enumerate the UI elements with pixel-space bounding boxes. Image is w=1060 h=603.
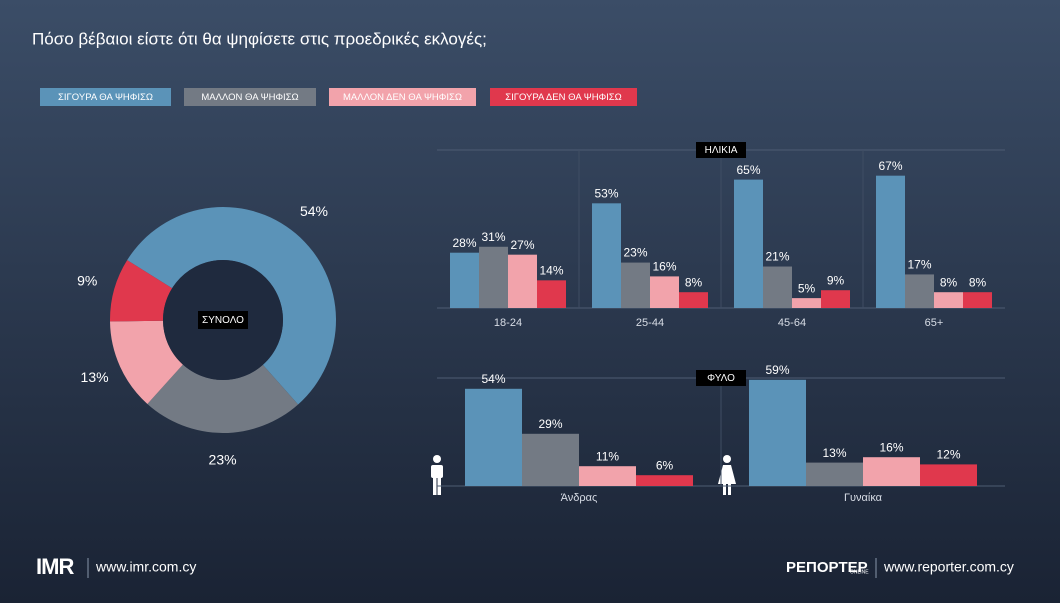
bar: [863, 457, 920, 486]
bar: [934, 292, 963, 308]
bar: [792, 298, 821, 308]
value-label: 21%: [765, 250, 789, 264]
value-label: 8%: [940, 275, 958, 289]
chart-title-box: [696, 142, 746, 158]
value-label: 16%: [879, 440, 903, 454]
donut-segment: [127, 207, 336, 405]
legend-swatch: [40, 88, 171, 106]
reporter-logo-sub: ONLINE: [850, 569, 869, 575]
value-label: 54%: [481, 372, 505, 386]
bar: [592, 203, 621, 308]
bar: [579, 466, 636, 486]
value-label: 67%: [878, 159, 902, 173]
legend-label: ΣΙΓΟΥΡΑ ΔΕΝ ΘΑ ΨΗΦΙΣΩ: [505, 92, 622, 103]
bar: [763, 266, 792, 308]
legend-swatch: [490, 88, 637, 106]
value-label: 28%: [452, 236, 476, 250]
value-label: 29%: [538, 417, 562, 431]
center-label-box: [198, 311, 248, 329]
value-label: 13%: [822, 446, 846, 460]
value-label: 23%: [623, 246, 647, 260]
value-label: 65%: [736, 163, 760, 177]
bar: [450, 252, 479, 308]
value-label: 9%: [77, 273, 97, 289]
woman-icon: [718, 455, 736, 495]
bar: [806, 462, 863, 486]
bar: [734, 179, 763, 308]
x-tick-label: 18-24: [494, 317, 522, 329]
page-title: Πόσο βέβαιοι είστε ότι θα ψηφίσετε στις …: [32, 29, 487, 48]
value-label: 17%: [907, 258, 931, 272]
bar: [920, 464, 977, 486]
legend-swatch: [184, 88, 316, 106]
x-tick-label: Γυναίκα: [844, 492, 883, 504]
center-label: ΣΥΝΟΛΟ: [202, 315, 244, 326]
value-label: 8%: [685, 275, 703, 289]
donut-segment: [147, 364, 299, 434]
bar: [963, 292, 992, 308]
value-label: 6%: [656, 458, 674, 472]
value-label: 53%: [594, 186, 618, 200]
value-label: 11%: [596, 449, 619, 463]
value-label: 16%: [652, 260, 676, 274]
bar: [621, 262, 650, 308]
value-label: 59%: [765, 363, 789, 377]
imr-logo: IMR: [36, 554, 74, 579]
chart-title: ΗΛΙΚΙΑ: [705, 145, 738, 156]
bar: [905, 274, 934, 308]
legend-label: ΜΑΛΛΟΝ ΔΕΝ ΘΑ ΨΗΦΙΣΩ: [343, 92, 462, 103]
bar: [522, 433, 579, 486]
x-tick-label: 25-44: [636, 317, 664, 329]
value-label: 54%: [300, 203, 328, 219]
bar: [479, 246, 508, 308]
bar: [749, 379, 806, 486]
legend-label: ΜΑΛΛΟΝ ΘΑ ΨΗΦΙΣΩ: [201, 92, 298, 103]
value-label: 14%: [539, 264, 563, 278]
bar: [508, 254, 537, 308]
bar: [679, 292, 708, 308]
value-label: 27%: [510, 238, 534, 252]
chart-title-box: [696, 370, 746, 386]
value-label: 9%: [827, 273, 845, 287]
x-tick-label: Άνδρας: [561, 492, 598, 504]
imr-url: www.imr.com.cy: [95, 559, 196, 575]
bar: [465, 388, 522, 486]
chart-title: ΦΥΛΟ: [707, 373, 735, 384]
value-label: 12%: [936, 448, 960, 462]
x-tick-label: 45-64: [778, 317, 806, 329]
bar: [636, 475, 693, 486]
reporter-url: www.reporter.com.cy: [883, 559, 1014, 575]
value-label: 5%: [798, 281, 816, 295]
donut-segment: [110, 320, 183, 404]
x-tick-label: 65+: [925, 317, 944, 329]
value-label: 8%: [969, 275, 987, 289]
value-label: 23%: [209, 452, 237, 468]
legend-label: ΣΙΓΟΥΡΑ ΘΑ ΨΗΦΙΣΩ: [58, 92, 153, 103]
value-label: 13%: [81, 369, 109, 385]
reporter-logo: ΡΕΠΟΡΤΕΡ: [786, 559, 868, 576]
bar: [537, 280, 566, 308]
value-label: 31%: [481, 230, 505, 244]
bar: [650, 276, 679, 308]
donut-segment: [110, 260, 173, 322]
bar: [821, 290, 850, 308]
legend-swatch: [329, 88, 476, 106]
bar: [876, 175, 905, 308]
